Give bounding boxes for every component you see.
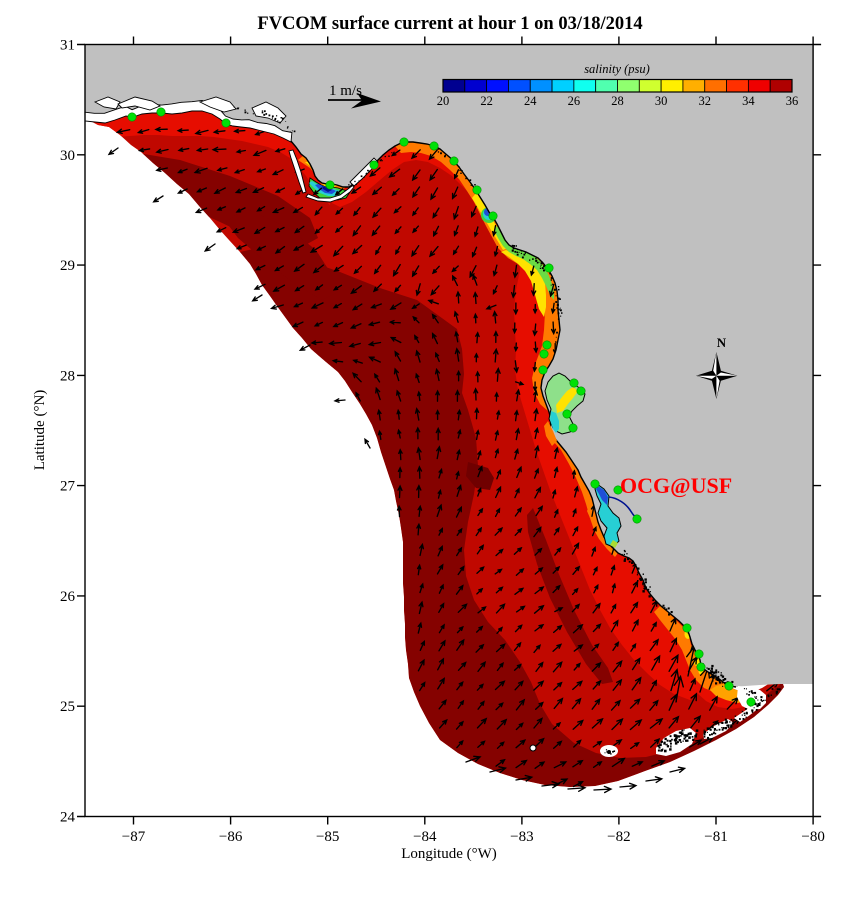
svg-text:N: N [717, 335, 727, 350]
svg-text:25: 25 [60, 699, 75, 715]
svg-text:−87: −87 [122, 829, 146, 845]
svg-text:26: 26 [60, 589, 76, 605]
svg-text:−86: −86 [219, 829, 243, 845]
svg-text:salinity (psu): salinity (psu) [584, 62, 650, 76]
svg-text:1 m/s: 1 m/s [329, 83, 362, 99]
svg-text:−85: −85 [316, 829, 339, 845]
svg-text:FVCOM surface current at hour: FVCOM surface current at hour 1 on 03/18… [257, 14, 642, 34]
svg-text:28: 28 [611, 94, 624, 108]
svg-text:Longitude (°W): Longitude (°W) [401, 846, 497, 862]
svg-text:32: 32 [699, 94, 712, 108]
svg-text:OCG@USF: OCG@USF [620, 473, 732, 498]
svg-text:−82: −82 [607, 829, 630, 845]
svg-text:31: 31 [60, 38, 75, 54]
svg-text:24: 24 [60, 810, 76, 826]
svg-text:Latitude (°N): Latitude (°N) [32, 390, 48, 471]
svg-text:−83: −83 [510, 829, 533, 845]
svg-text:34: 34 [742, 94, 755, 108]
svg-text:29: 29 [60, 258, 75, 274]
svg-text:30: 30 [60, 148, 75, 164]
svg-text:30: 30 [655, 94, 668, 108]
svg-text:36: 36 [786, 94, 799, 108]
svg-text:22: 22 [480, 94, 493, 108]
svg-text:27: 27 [60, 479, 76, 495]
svg-text:20: 20 [437, 94, 450, 108]
svg-text:26: 26 [568, 94, 581, 108]
svg-text:−84: −84 [413, 829, 437, 845]
svg-text:−81: −81 [704, 829, 727, 845]
svg-text:24: 24 [524, 94, 537, 108]
svg-text:−80: −80 [801, 829, 824, 845]
svg-text:28: 28 [60, 368, 75, 384]
